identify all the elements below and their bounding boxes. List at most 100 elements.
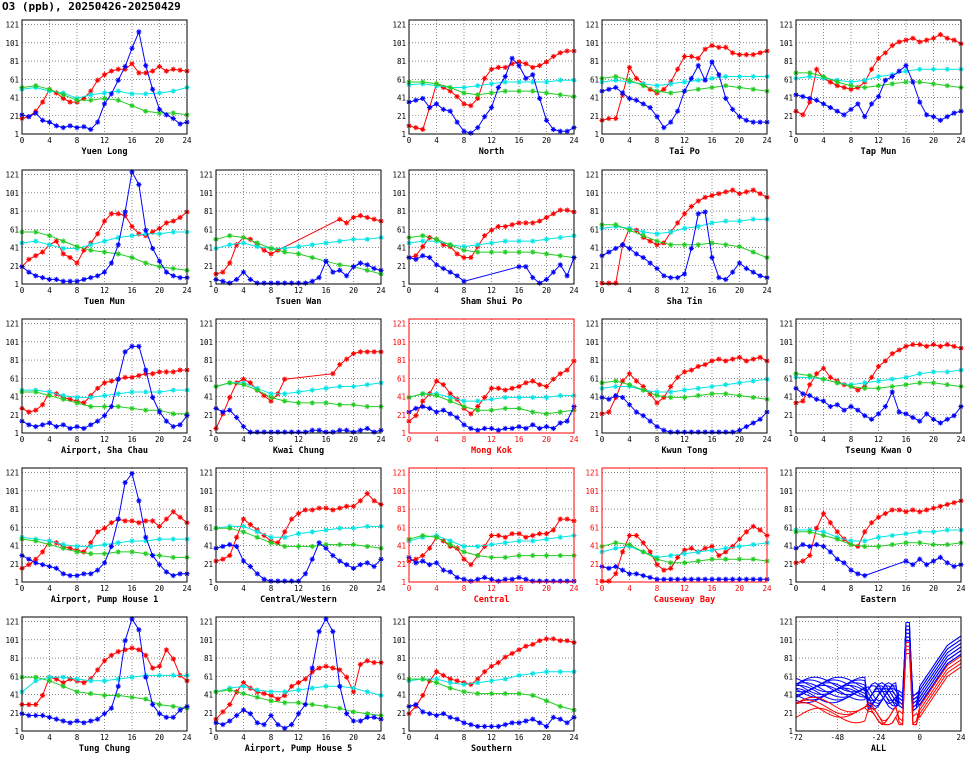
data-point bbox=[488, 81, 495, 87]
data-point bbox=[848, 403, 854, 410]
x-tick-label: 24 bbox=[956, 136, 965, 145]
y-tick-label: 1 bbox=[14, 280, 19, 289]
data-point bbox=[227, 718, 233, 724]
data-point bbox=[516, 59, 522, 65]
data-point bbox=[447, 84, 453, 91]
x-tick-label: 20 bbox=[929, 435, 939, 444]
data-point bbox=[371, 265, 377, 272]
data-point bbox=[101, 218, 108, 224]
data-point bbox=[917, 509, 923, 515]
data-point bbox=[750, 523, 756, 529]
y-tick-label: 21 bbox=[204, 262, 213, 271]
data-point bbox=[903, 343, 909, 349]
y-tick-label: 81 bbox=[10, 654, 19, 663]
data-point bbox=[889, 376, 895, 382]
data-point bbox=[364, 689, 370, 695]
data-point bbox=[454, 119, 460, 125]
data-point bbox=[440, 84, 446, 91]
y-tick-label: 61 bbox=[204, 225, 213, 234]
data-point bbox=[371, 660, 377, 666]
data-point bbox=[254, 529, 260, 535]
data-point bbox=[723, 429, 729, 435]
data-point bbox=[807, 382, 813, 388]
y-tick-label: 121 bbox=[392, 320, 406, 329]
y-tick-label: 61 bbox=[397, 75, 406, 84]
data-point bbox=[530, 670, 536, 677]
data-point bbox=[488, 66, 495, 72]
data-point bbox=[502, 576, 508, 582]
data-point bbox=[709, 254, 715, 261]
data-point bbox=[234, 543, 240, 550]
data-point bbox=[640, 387, 646, 393]
data-point bbox=[944, 416, 950, 422]
data-point bbox=[668, 383, 674, 390]
data-point bbox=[488, 227, 495, 233]
data-point bbox=[316, 540, 322, 546]
x-tick-label: 8 bbox=[655, 136, 660, 145]
data-point bbox=[60, 393, 66, 399]
data-point bbox=[736, 218, 743, 224]
data-point bbox=[101, 678, 108, 684]
data-point bbox=[537, 382, 543, 388]
data-point bbox=[564, 128, 570, 134]
plot-frame bbox=[215, 467, 382, 583]
data-point bbox=[454, 678, 460, 684]
data-point bbox=[143, 652, 149, 658]
x-tick-label: 0 bbox=[20, 435, 25, 444]
data-point bbox=[156, 409, 163, 415]
data-point bbox=[240, 683, 247, 689]
data-point bbox=[730, 187, 736, 193]
data-point bbox=[420, 233, 426, 239]
x-tick-label: 16 bbox=[127, 136, 137, 145]
data-point bbox=[675, 275, 681, 281]
data-point bbox=[750, 86, 756, 92]
data-point bbox=[433, 676, 440, 682]
x-tick-label: 24 bbox=[569, 286, 579, 295]
data-point bbox=[834, 108, 840, 114]
panel-title: North bbox=[479, 147, 505, 157]
data-point bbox=[709, 220, 715, 226]
data-point bbox=[848, 542, 854, 548]
data-point bbox=[364, 523, 370, 529]
data-point bbox=[736, 393, 743, 399]
data-point bbox=[910, 414, 916, 421]
data-point bbox=[640, 233, 646, 239]
data-point bbox=[26, 269, 32, 275]
data-point bbox=[364, 236, 370, 242]
data-point bbox=[530, 79, 536, 85]
y-tick-label: 81 bbox=[590, 57, 599, 66]
data-point bbox=[60, 680, 66, 686]
data-point bbox=[129, 518, 135, 524]
data-point bbox=[889, 542, 895, 548]
data-point bbox=[723, 95, 729, 102]
x-tick-label: 20 bbox=[542, 435, 552, 444]
data-point bbox=[115, 251, 121, 257]
data-point bbox=[461, 681, 467, 688]
data-point bbox=[129, 405, 135, 411]
data-point bbox=[143, 696, 149, 702]
data-point bbox=[433, 680, 440, 686]
data-point bbox=[461, 244, 467, 250]
data-point bbox=[855, 84, 861, 91]
y-tick-label: 61 bbox=[784, 75, 793, 84]
data-point bbox=[40, 562, 46, 568]
y-tick-label: 101 bbox=[199, 487, 213, 496]
data-point bbox=[723, 382, 729, 388]
data-point bbox=[924, 411, 930, 417]
data-point bbox=[309, 278, 315, 284]
data-point bbox=[282, 692, 288, 699]
data-point bbox=[620, 394, 626, 401]
data-point bbox=[177, 367, 183, 373]
data-point bbox=[502, 88, 508, 94]
page-title: O3 (ppb), 20250426-20250429 bbox=[2, 0, 181, 13]
data-point bbox=[620, 90, 626, 96]
x-tick-label: 8 bbox=[75, 435, 80, 444]
data-point bbox=[227, 380, 233, 386]
data-point bbox=[447, 394, 453, 401]
data-point bbox=[862, 573, 868, 579]
data-point bbox=[364, 267, 370, 273]
data-point bbox=[896, 347, 902, 353]
data-point bbox=[115, 97, 121, 103]
data-point bbox=[523, 576, 529, 582]
data-point bbox=[924, 343, 930, 349]
